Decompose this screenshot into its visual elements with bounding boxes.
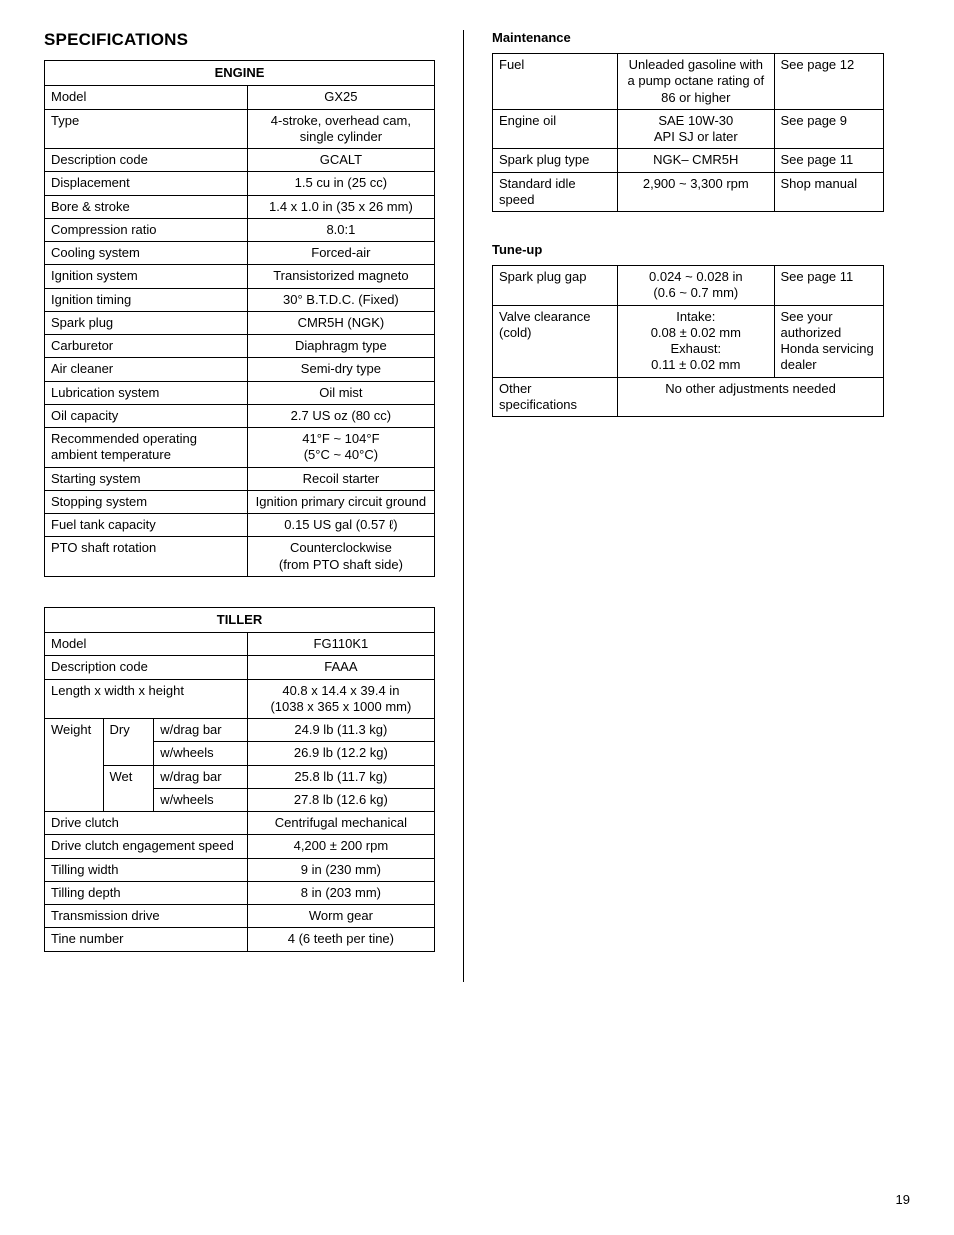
table-label: Standard idle speed (493, 172, 618, 212)
table-label: Description code (45, 656, 248, 679)
maintenance-table: FuelUnleaded gasoline with a pump octane… (492, 53, 884, 212)
table-value: 4-stroke, overhead cam,single cylinder (247, 109, 434, 149)
weight-sub: w/drag bar (154, 765, 248, 788)
right-column: Maintenance FuelUnleaded gasoline with a… (464, 30, 884, 982)
table-value: Transistorized magneto (247, 265, 434, 288)
table-label: Length x width x height (45, 679, 248, 719)
table-label: Cooling system (45, 242, 248, 265)
table-value: GCALT (247, 149, 434, 172)
table-value: Ignition primary circuit ground (247, 490, 434, 513)
specifications-heading: SPECIFICATIONS (44, 30, 435, 50)
table-reference: See page 11 (774, 266, 884, 306)
table-label: Stopping system (45, 490, 248, 513)
table-label: Ignition timing (45, 288, 248, 311)
table-reference: See page 12 (774, 54, 884, 110)
table-label: Air cleaner (45, 358, 248, 381)
table-label: Tilling width (45, 858, 248, 881)
table-label: Type (45, 109, 248, 149)
table-value: CMR5H (NGK) (247, 311, 434, 334)
table-value: NGK– CMR5H (618, 149, 774, 172)
table-label: Carburetor (45, 335, 248, 358)
table-label: Fuel tank capacity (45, 514, 248, 537)
tiller-caption: TILLER (45, 607, 435, 632)
table-value: 0.024 ~ 0.028 in(0.6 ~ 0.7 mm) (618, 266, 774, 306)
table-reference: See your authorized Honda servicing deal… (774, 305, 884, 377)
table-value: 9 in (230 mm) (247, 858, 434, 881)
table-value: FG110K1 (247, 633, 434, 656)
table-value: 4,200 ± 200 rpm (247, 835, 434, 858)
table-value: 40.8 x 14.4 x 39.4 in(1038 x 365 x 1000 … (247, 679, 434, 719)
tiller-table: TILLER ModelFG110K1Description codeFAAAL… (44, 607, 435, 952)
table-value: Diaphragm type (247, 335, 434, 358)
table-label: Model (45, 86, 248, 109)
table-label: Model (45, 633, 248, 656)
tuneup-table: Spark plug gap0.024 ~ 0.028 in(0.6 ~ 0.7… (492, 265, 884, 417)
table-value: 25.8 lb (11.7 kg) (247, 765, 434, 788)
table-value: Counterclockwise(from PTO shaft side) (247, 537, 434, 577)
table-value: GX25 (247, 86, 434, 109)
weight-label: Weight (45, 719, 104, 812)
table-label: Fuel (493, 54, 618, 110)
table-label: PTO shaft rotation (45, 537, 248, 577)
maintenance-heading: Maintenance (492, 30, 884, 45)
table-label: Valve clearance (cold) (493, 305, 618, 377)
table-label: Displacement (45, 172, 248, 195)
table-label: Other specifications (493, 377, 618, 417)
table-reference: See page 9 (774, 109, 884, 149)
tuneup-heading: Tune-up (492, 242, 884, 257)
table-value: 4 (6 teeth per tine) (247, 928, 434, 951)
table-reference: Shop manual (774, 172, 884, 212)
table-value: 30° B.T.D.C. (Fixed) (247, 288, 434, 311)
table-value: SAE 10W-30API SJ or later (618, 109, 774, 149)
table-label: Description code (45, 149, 248, 172)
table-value: Unleaded gasoline with a pump octane rat… (618, 54, 774, 110)
table-value: Oil mist (247, 381, 434, 404)
table-value: 2,900 ~ 3,300 rpm (618, 172, 774, 212)
engine-caption: ENGINE (45, 61, 435, 86)
table-value: 1.4 x 1.0 in (35 x 26 mm) (247, 195, 434, 218)
table-label: Oil capacity (45, 404, 248, 427)
table-value: 27.8 lb (12.6 kg) (247, 788, 434, 811)
table-reference: See page 11 (774, 149, 884, 172)
table-label: Engine oil (493, 109, 618, 149)
table-label: Lubrication system (45, 381, 248, 404)
weight-sub: w/wheels (154, 742, 248, 765)
table-value: 26.9 lb (12.2 kg) (247, 742, 434, 765)
table-label: Transmission drive (45, 905, 248, 928)
table-label: Spark plug gap (493, 266, 618, 306)
table-label: Spark plug type (493, 149, 618, 172)
table-label: Drive clutch (45, 812, 248, 835)
table-label: Bore & stroke (45, 195, 248, 218)
table-value: Centrifugal mechanical (247, 812, 434, 835)
table-value: FAAA (247, 656, 434, 679)
table-value: 8.0:1 (247, 218, 434, 241)
table-label: Spark plug (45, 311, 248, 334)
table-label: Drive clutch engagement speed (45, 835, 248, 858)
engine-table: ENGINE ModelGX25Type4-stroke, overhead c… (44, 60, 435, 577)
weight-condition: Wet (103, 765, 154, 812)
table-value: 1.5 cu in (25 cc) (247, 172, 434, 195)
left-column: SPECIFICATIONS ENGINE ModelGX25Type4-str… (44, 30, 464, 982)
table-value: 0.15 US gal (0.57 ℓ) (247, 514, 434, 537)
table-value: Worm gear (247, 905, 434, 928)
table-value: No other adjustments needed (618, 377, 884, 417)
weight-sub: w/wheels (154, 788, 248, 811)
table-value: 8 in (203 mm) (247, 881, 434, 904)
table-label: Recommended operating ambient temperatur… (45, 428, 248, 468)
table-label: Tilling depth (45, 881, 248, 904)
table-value: Semi-dry type (247, 358, 434, 381)
table-value: Recoil starter (247, 467, 434, 490)
table-value: Intake:0.08 ± 0.02 mmExhaust:0.11 ± 0.02… (618, 305, 774, 377)
table-value: 24.9 lb (11.3 kg) (247, 719, 434, 742)
table-value: 2.7 US oz (80 cc) (247, 404, 434, 427)
table-value: Forced-air (247, 242, 434, 265)
table-label: Compression ratio (45, 218, 248, 241)
weight-condition: Dry (103, 719, 154, 766)
page-number: 19 (896, 1192, 910, 1207)
weight-sub: w/drag bar (154, 719, 248, 742)
table-value: 41°F ~ 104°F(5°C ~ 40°C) (247, 428, 434, 468)
table-label: Ignition system (45, 265, 248, 288)
table-label: Tine number (45, 928, 248, 951)
table-label: Starting system (45, 467, 248, 490)
